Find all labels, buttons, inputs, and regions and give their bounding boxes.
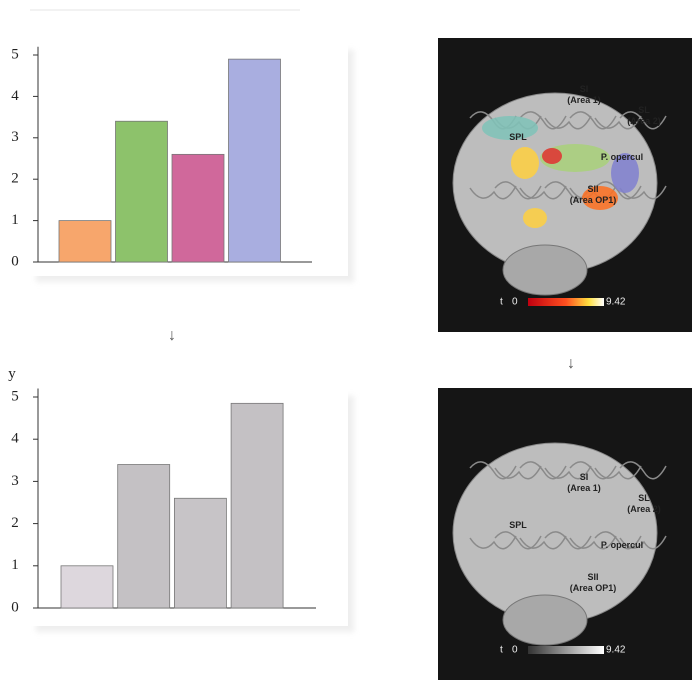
- area-label: SL: [638, 105, 650, 115]
- area-label: P. opercul: [601, 152, 643, 162]
- colorbar-max: 9.42: [606, 297, 626, 308]
- y-tick-label: 1: [11, 212, 19, 228]
- area-label: (Area 2): [627, 116, 661, 126]
- y-tick-label: 5: [11, 46, 19, 62]
- activation: [523, 208, 547, 228]
- colorbar-max: 9.42: [606, 645, 626, 656]
- y-tick-label: 2: [11, 171, 19, 187]
- cerebellum: [503, 595, 587, 645]
- area-label: SII: [587, 184, 598, 194]
- y-tick-label: 0: [11, 599, 19, 615]
- colorbar: [528, 646, 604, 654]
- bar: [116, 121, 168, 262]
- colorbar-min: 0: [512, 297, 518, 308]
- colorbar-label: t: [500, 645, 503, 656]
- bar: [118, 465, 170, 608]
- y-tick-label: 4: [11, 431, 19, 447]
- area-label: (Area 2): [627, 504, 661, 514]
- y-tick-label: 0: [11, 253, 19, 269]
- area-label: SPL: [509, 132, 527, 142]
- y-tick-label: 1: [11, 557, 19, 573]
- area-label: SI: [580, 84, 589, 94]
- y-tick-label: 5: [11, 388, 19, 404]
- bar: [61, 566, 113, 608]
- y-tick-label: 3: [11, 473, 19, 489]
- y-axis-label: y: [8, 366, 16, 382]
- bar: [229, 59, 281, 262]
- colorbar-label: t: [500, 297, 503, 308]
- bar: [172, 154, 224, 262]
- cerebellum: [503, 245, 587, 295]
- colorbar: [528, 298, 604, 306]
- figure: ↓ ↓ SI(Area 1)SL(Area 2)SPLP. operculSII…: [0, 0, 692, 682]
- area-label: (Area 1): [567, 483, 601, 493]
- area-label: (Area 1): [567, 95, 601, 105]
- bar: [59, 221, 111, 262]
- y-tick-label: 2: [11, 515, 19, 531]
- area-label: (Area OP1): [570, 195, 617, 205]
- bar: [174, 498, 226, 608]
- area-label: (Area OP1): [570, 583, 617, 593]
- y-tick-label: 4: [11, 88, 19, 104]
- activation: [542, 148, 562, 164]
- bar: [231, 403, 283, 608]
- y-tick-label: 3: [11, 129, 19, 145]
- activation: [511, 147, 539, 179]
- arrow: ↓: [567, 355, 575, 372]
- arrow: ↓: [168, 327, 176, 344]
- area-label: SPL: [509, 520, 527, 530]
- area-label: P. opercul: [601, 540, 643, 550]
- colorbar-min: 0: [512, 645, 518, 656]
- area-label: SI: [580, 472, 589, 482]
- area-label: SL: [638, 493, 650, 503]
- area-label: SII: [587, 572, 598, 582]
